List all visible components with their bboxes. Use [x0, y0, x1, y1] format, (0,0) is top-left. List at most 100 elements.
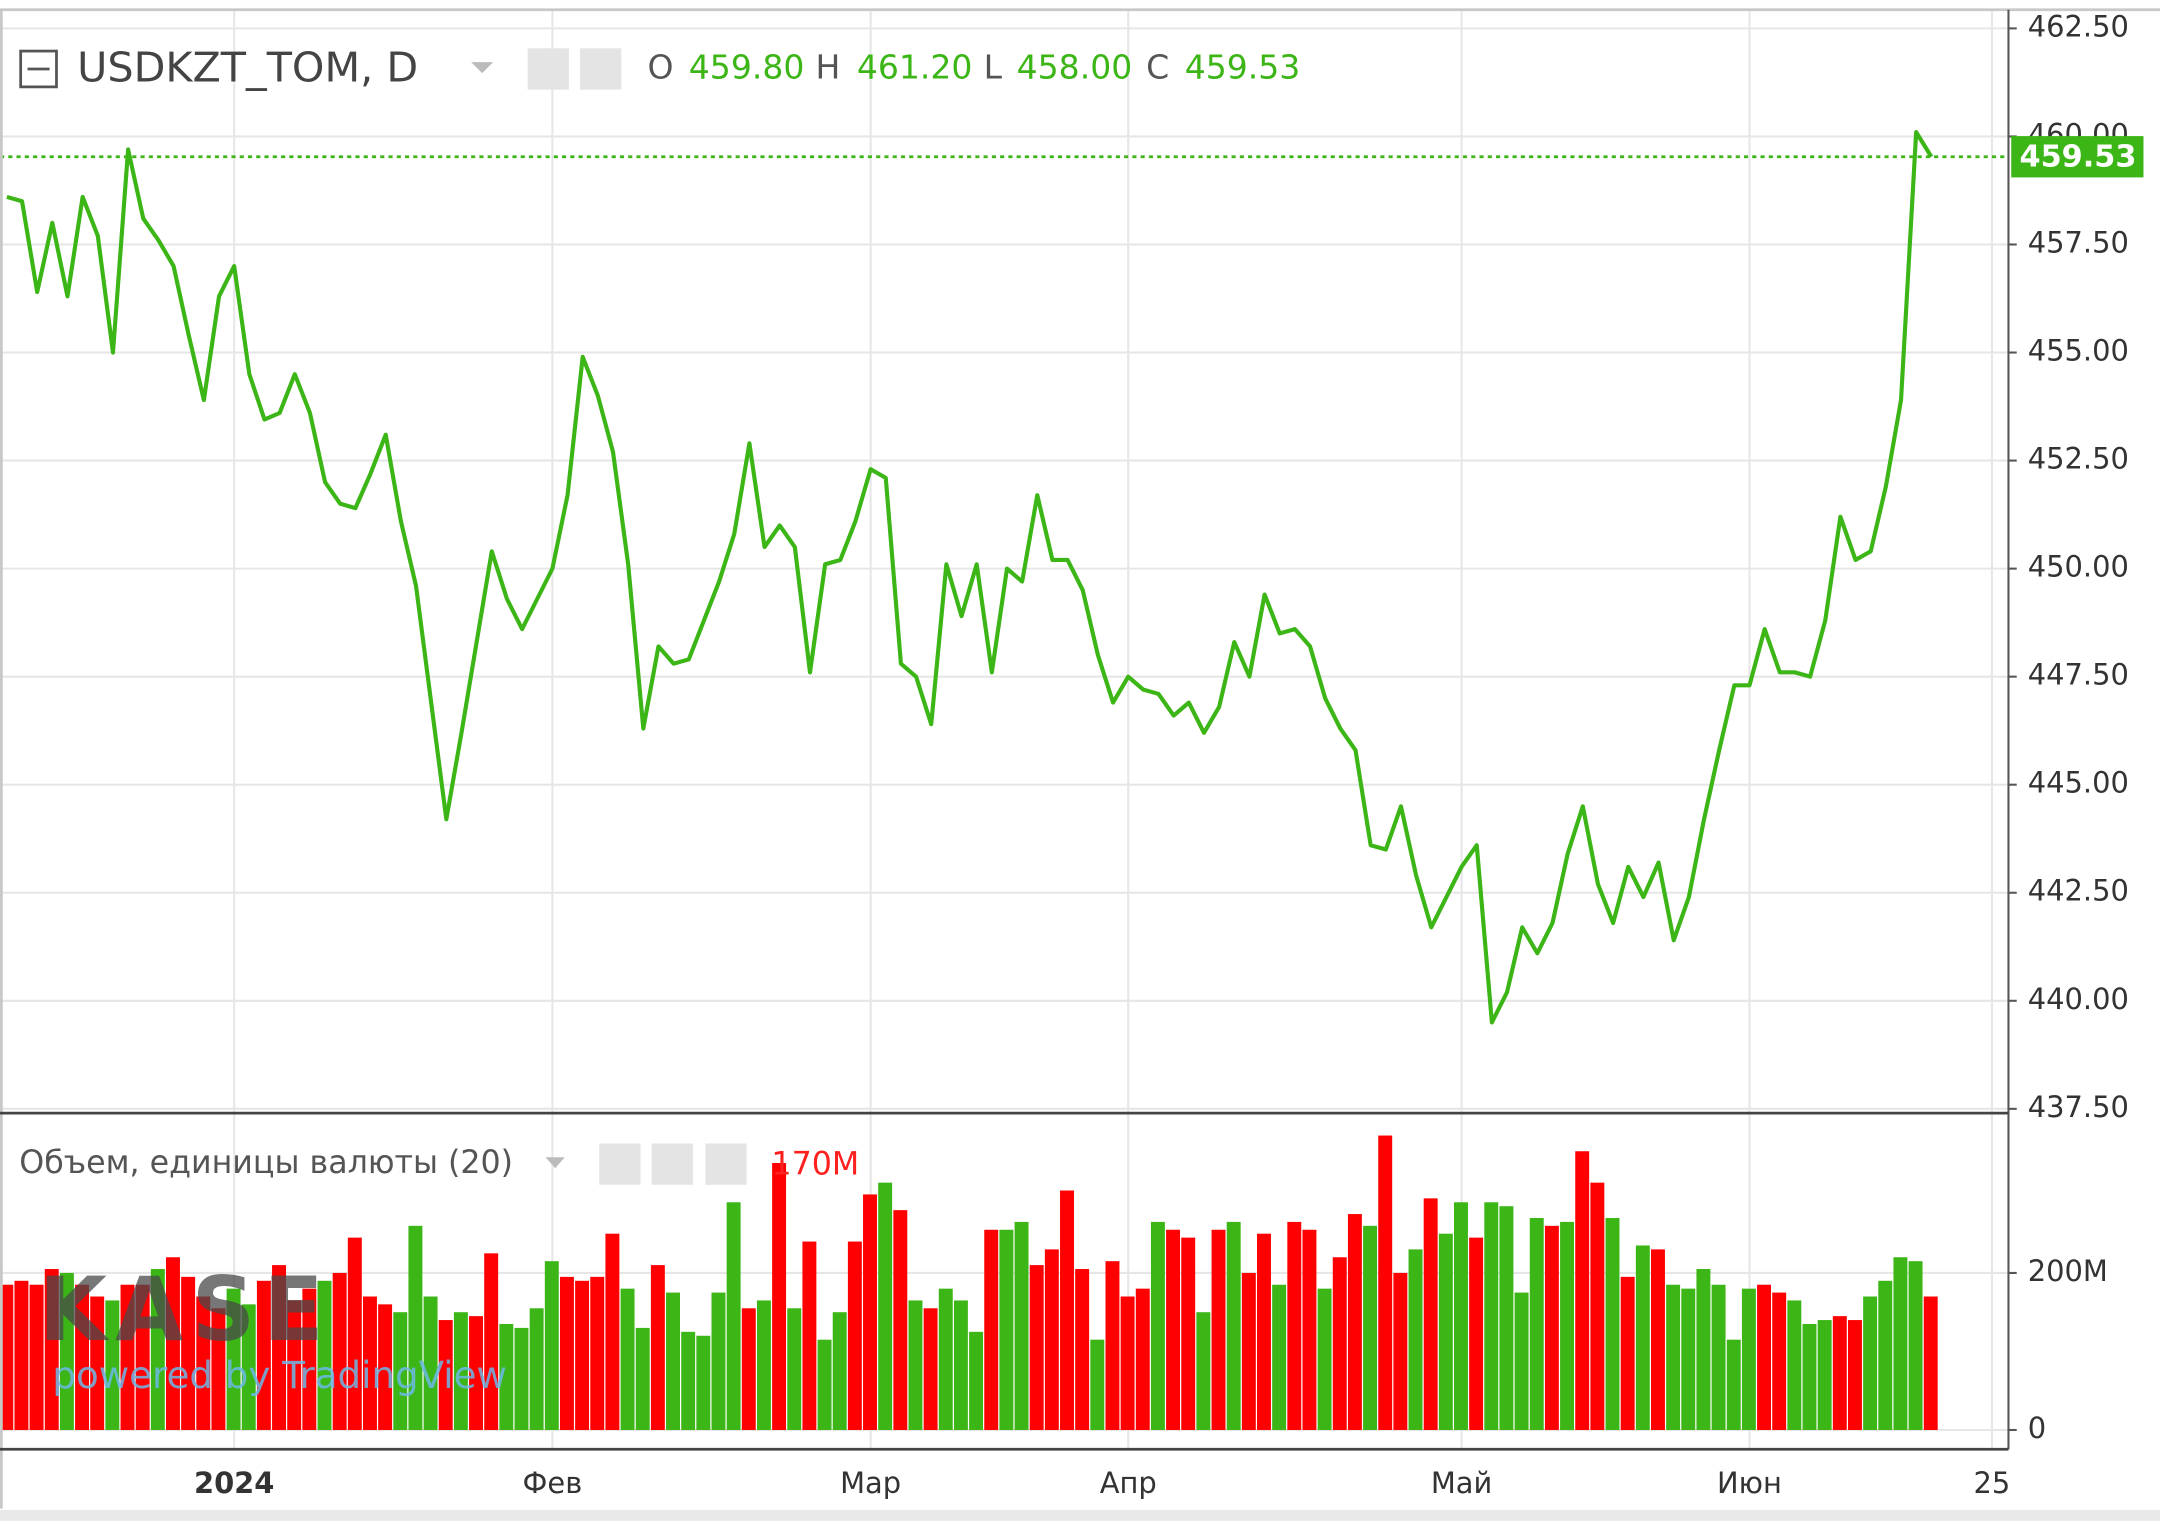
volume-bar — [787, 1308, 802, 1430]
volume-bar — [863, 1194, 877, 1430]
volume-bar — [999, 1229, 1014, 1430]
volume-bar — [1029, 1265, 1044, 1430]
dropdown[interactable] — [545, 1157, 565, 1169]
volume-bar — [938, 1288, 953, 1430]
volume-bar — [681, 1331, 696, 1430]
volume-bar — [650, 1265, 665, 1430]
last-price-tag — [2011, 136, 2144, 178]
watermark-logo: KASE — [39, 1258, 332, 1361]
volume-bar — [1393, 1272, 1408, 1430]
y-tick-label: 452.50 — [2028, 442, 2129, 476]
volume-bar — [908, 1300, 923, 1430]
settings-button[interactable] — [579, 48, 622, 90]
volume-bar — [802, 1241, 817, 1430]
volume-bar — [393, 1312, 408, 1430]
volume-bar — [1757, 1284, 1772, 1430]
volume-bar — [1211, 1229, 1226, 1430]
volume-bar — [1605, 1217, 1620, 1430]
volume-bar — [1711, 1284, 1726, 1430]
volume-bar — [226, 1288, 241, 1430]
volume-bar — [1484, 1202, 1499, 1430]
y-tick-label: 455.00 — [2028, 334, 2129, 368]
y-tick-label: 0 — [2028, 1411, 2046, 1445]
volume-bar — [817, 1339, 832, 1430]
volume-bar — [620, 1288, 635, 1430]
volume-bar — [1454, 1202, 1468, 1430]
volume-bar — [847, 1241, 862, 1430]
volume-bar — [1878, 1280, 1893, 1430]
y-tick-label: 200M — [2028, 1254, 2108, 1288]
volume-bar — [1772, 1292, 1787, 1430]
volume-bar — [1847, 1320, 1862, 1430]
y-tick-label: 437.50 — [2028, 1090, 2129, 1124]
ohlc-value: 459.80 — [689, 47, 805, 86]
ohlc-label: C — [1146, 47, 1169, 86]
volume-bar — [1529, 1217, 1544, 1430]
volume-bar — [711, 1292, 726, 1430]
y-tick-label: 442.50 — [2028, 874, 2129, 908]
symbol-title: USDKZT_TOM, D — [77, 43, 418, 91]
volume-bar — [1181, 1237, 1196, 1430]
remove-button[interactable] — [705, 1143, 747, 1185]
volume-bar — [1241, 1272, 1256, 1430]
volume-bar — [514, 1327, 529, 1430]
volume-bar — [1196, 1312, 1211, 1430]
ohlc-label: L — [984, 47, 1003, 86]
volume-bar — [1347, 1214, 1362, 1430]
volume-bar — [772, 1163, 787, 1430]
volume-bar — [1635, 1245, 1650, 1430]
volume-bar — [1908, 1261, 1923, 1430]
volume-bar — [666, 1292, 680, 1430]
volume-bar — [1802, 1323, 1817, 1430]
volume-bar — [44, 1269, 59, 1430]
watermark-credit: powered by TradingView — [52, 1353, 507, 1397]
x-tick-label: Мар — [840, 1466, 901, 1500]
volume-bar — [181, 1276, 196, 1430]
volume-bar — [1575, 1151, 1590, 1430]
volume-bar — [469, 1316, 483, 1430]
volume-bar — [1560, 1221, 1575, 1430]
volume-bar — [408, 1225, 423, 1430]
volume-bar — [105, 1300, 120, 1430]
volume-bar — [423, 1296, 438, 1430]
volume-bar — [317, 1280, 332, 1430]
volume-bar — [893, 1210, 908, 1430]
collapse-button[interactable] — [19, 49, 58, 89]
x-tick-label: Апр — [1100, 1466, 1157, 1500]
dropdown[interactable] — [471, 62, 494, 74]
ohlc-value: 461.20 — [857, 47, 973, 86]
volume-bar — [1090, 1339, 1105, 1430]
volume-bar — [726, 1202, 741, 1430]
y-tick-label: 447.50 — [2028, 658, 2129, 692]
x-tick-label: Май — [1431, 1466, 1492, 1500]
volume-bar — [1514, 1292, 1529, 1430]
visibility-button[interactable] — [599, 1143, 641, 1185]
volume-bar — [1863, 1296, 1878, 1430]
volume-bar — [529, 1308, 544, 1430]
volume-bar — [1666, 1284, 1681, 1430]
volume-bar — [832, 1312, 847, 1430]
y-tick-label: 445.00 — [2028, 766, 2129, 800]
ohlc-label: H — [816, 47, 841, 86]
settings-button[interactable] — [651, 1143, 693, 1185]
volume-bar — [75, 1284, 90, 1430]
y-tick-label: 450.00 — [2028, 550, 2129, 584]
visibility-button[interactable] — [527, 48, 569, 90]
volume-bar — [1150, 1221, 1165, 1430]
volume-bar — [923, 1308, 938, 1430]
volume-bar — [135, 1284, 150, 1430]
volume-bar — [1499, 1206, 1514, 1430]
price-line — [6, 130, 1934, 1025]
ohlc-label: O — [647, 47, 673, 86]
ohlc-value: 459.53 — [1185, 47, 1301, 86]
volume-bar — [256, 1280, 271, 1430]
volume-bar — [953, 1300, 968, 1430]
volume-value: 170M — [771, 1147, 859, 1183]
y-tick-label: 440.00 — [2028, 982, 2129, 1016]
volume-bar — [1681, 1288, 1696, 1430]
volume-bar — [741, 1308, 756, 1430]
volume-bar — [1257, 1233, 1271, 1430]
volume-bar — [438, 1320, 453, 1430]
volume-bar — [1696, 1269, 1711, 1430]
